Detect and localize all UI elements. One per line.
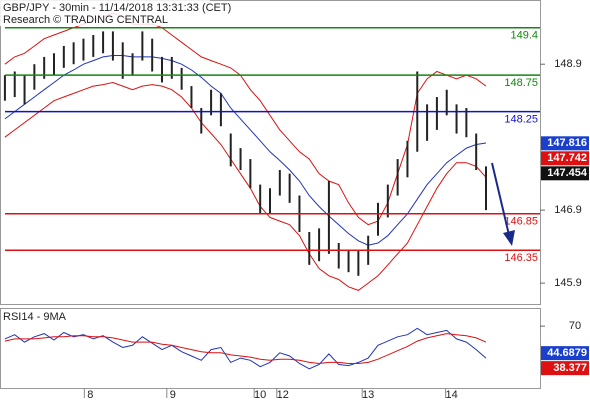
value-box: [541, 151, 589, 166]
level-label: 148.75: [504, 77, 538, 89]
value-box-label: 38.377: [553, 362, 587, 374]
chart-title: GBP/JPY - 30min - 11/14/2018 13:31:33 (C…: [3, 2, 231, 14]
plot-layer: 149.4 148.75 148.25 146.85 146.35: [3, 12, 540, 370]
value-box-label: 147.454: [547, 167, 588, 179]
value-box-label: 147.816: [547, 137, 587, 149]
indicator-line: [4, 81, 487, 291]
chart-subtitle: Research © TRADING CENTRAL: [3, 14, 168, 26]
x-tick-label: 10: [254, 389, 266, 400]
arrow-head: [503, 230, 515, 246]
y-tick-label: 148.9: [554, 58, 582, 70]
rsi-title: RSI14 - 9MA: [3, 311, 67, 323]
level-label: 149.4: [510, 30, 538, 42]
level-label: 148.25: [504, 114, 538, 126]
x-tick-label: 8: [87, 389, 93, 400]
value-box: [541, 346, 589, 361]
x-tick-label: 12: [277, 389, 289, 400]
forecast-arrow: [491, 162, 510, 236]
x-tick-label: 9: [170, 389, 176, 400]
price-panel: [0, 0, 541, 305]
y-tick-label: 70: [569, 320, 581, 332]
title-backdrop: [0, 0, 210, 26]
value-box: [541, 136, 589, 151]
rsi-panel: [0, 308, 541, 389]
level-label: 146.85: [504, 216, 538, 228]
x-tick-label: 14: [446, 389, 458, 400]
indicator-line: [4, 55, 487, 246]
y-tick-label: 146.9: [554, 204, 582, 216]
rsi-line: [4, 327, 487, 370]
level-label: 146.35: [504, 252, 538, 264]
value-box: [541, 166, 589, 181]
value-box: [541, 361, 589, 376]
x-tick-label: 13: [362, 389, 374, 400]
rsi-line: [4, 333, 487, 365]
indicator-line: [4, 12, 487, 226]
y-tick-label: 145.9: [554, 277, 582, 289]
value-box-label: 147.742: [547, 152, 587, 164]
value-box-label: 44.6879: [547, 347, 587, 359]
